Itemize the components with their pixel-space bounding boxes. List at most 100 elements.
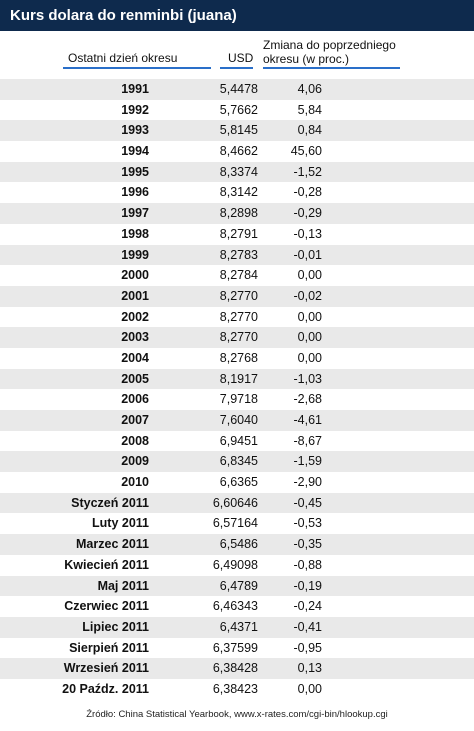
table-row: 2010 6,6365 -2,90 [0, 472, 474, 493]
row-usd-value: 6,60646 [212, 495, 258, 510]
row-usd-value: 6,8345 [219, 454, 258, 469]
row-period: 2010 [121, 475, 149, 490]
row-period: 1999 [121, 247, 149, 262]
row-change-value: -0,35 [293, 537, 323, 552]
table-row: 1994 8,4662 45,60 [0, 141, 474, 162]
table-body: 1991 5,4478 4,06 1992 5,7662 5,84 1993 5,8145 0,… [0, 79, 474, 700]
row-change-value: 0,00 [297, 268, 322, 283]
row-change-value: -0,45 [293, 495, 323, 510]
row-change-value: 0,00 [297, 309, 322, 324]
row-change-value: -1,59 [293, 454, 323, 469]
row-usd-value: 6,9451 [219, 433, 258, 448]
row-period: 2007 [121, 413, 149, 427]
row-change-value: 4,06 [297, 82, 322, 96]
row-period: 2008 [121, 433, 149, 448]
header-change-line1: Zmiana do poprzedniego [263, 38, 396, 52]
row-period: 1992 [121, 102, 149, 117]
table-row: 1998 8,2791 -0,13 [0, 224, 474, 245]
table-row: 1993 5,8145 0,84 [0, 120, 474, 142]
row-usd-value: 5,8145 [219, 123, 258, 138]
row-change-value: -0,01 [293, 247, 323, 262]
header-change-underline [263, 67, 400, 69]
row-usd-value: 7,6040 [219, 413, 258, 427]
table-row: Lipiec 2011 6,4371 -0,41 [0, 616, 474, 638]
table-row: Maj 2011 6,4789 -0,19 [0, 575, 474, 597]
row-usd-value: 7,9718 [219, 392, 258, 407]
row-period: 2002 [121, 309, 149, 324]
row-period: 2003 [121, 330, 149, 345]
row-usd-value: 8,4662 [219, 144, 258, 159]
row-usd-value: 6,4789 [219, 578, 258, 593]
row-period: Wrzesień 2011 [63, 661, 149, 676]
row-period: 1994 [121, 144, 149, 159]
row-period: Maj 2011 [97, 578, 149, 593]
row-usd-value: 6,6365 [219, 475, 258, 490]
row-period: Kwiecień 2011 [64, 557, 149, 572]
row-change-value: -2,68 [293, 392, 323, 407]
row-change-value: 0,13 [297, 661, 322, 676]
row-change-value: -1,03 [293, 371, 323, 386]
row-change-value: -8,67 [293, 433, 323, 448]
header-usd: USD [228, 51, 254, 65]
table-row: 1995 8,3374 -1,52 [0, 161, 474, 183]
row-usd-value: 8,2791 [219, 226, 258, 241]
row-change-value: -0,13 [293, 226, 323, 241]
table-row: 2007 7,6040 -4,61 [0, 410, 474, 431]
row-change-value: -2,90 [293, 475, 323, 490]
table-row: 1999 8,2783 -0,01 [0, 244, 474, 266]
row-period: Czerwiec 2011 [64, 599, 149, 614]
row-period: 1997 [121, 206, 149, 221]
table-row: 2004 8,2768 0,00 [0, 348, 474, 369]
row-period: Marzec 2011 [76, 537, 149, 552]
row-period: Luty 2011 [92, 516, 149, 531]
table-row: 1996 8,3142 -0,28 [0, 182, 474, 203]
row-change-value: -0,24 [293, 599, 323, 614]
table-row: 2006 7,9718 -2,68 [0, 389, 474, 410]
header-change-line2: okresu (w proc.) [263, 52, 350, 66]
table-row: Marzec 2011 6,5486 -0,35 [0, 534, 474, 555]
row-usd-value: 6,37599 [212, 640, 258, 655]
row-period: 1995 [121, 164, 149, 179]
row-period: Sierpień 2011 [69, 640, 149, 655]
row-change-value: 0,00 [297, 350, 322, 365]
row-period: 2004 [121, 350, 149, 365]
row-usd-value: 5,7662 [219, 102, 258, 117]
row-change-value: -0,53 [293, 516, 323, 531]
row-usd-value: 8,1917 [219, 371, 258, 386]
table-row: Sierpień 2011 6,37599 -0,95 [0, 638, 474, 659]
row-change-value: 45,60 [290, 144, 322, 159]
row-change-value: -0,19 [293, 578, 323, 593]
table-row: Styczeń 2011 6,60646 -0,45 [0, 492, 474, 514]
row-period: Styczeń 2011 [71, 495, 149, 510]
row-usd-value: 6,5486 [219, 537, 258, 552]
row-period: 1996 [121, 185, 149, 200]
table-row: Kwiecień 2011 6,49098 -0,88 [0, 555, 474, 576]
table-row: 2003 8,2770 0,00 [0, 327, 474, 348]
row-period: 2001 [121, 288, 149, 303]
table-row: 20 Paźdz. 2011 6,38423 0,00 [0, 679, 474, 700]
row-change-value: 5,84 [297, 102, 322, 117]
source-note: Źródło: China Statistical Yearbook, www.… [86, 709, 388, 720]
row-change-value: -4,61 [293, 413, 323, 427]
row-usd-value: 8,2783 [219, 247, 258, 262]
table-row: 2001 8,2770 -0,02 [0, 285, 474, 307]
row-usd-value: 8,3374 [219, 164, 258, 179]
table-row: 2002 8,2770 0,00 [0, 307, 474, 328]
header-usd-underline [220, 67, 253, 69]
row-change-value: -0,29 [293, 206, 323, 221]
row-usd-value: 8,2770 [219, 330, 258, 345]
row-usd-value: 8,3142 [219, 185, 258, 200]
row-usd-value: 6,57164 [212, 516, 258, 531]
row-usd-value: 8,2784 [219, 268, 258, 283]
row-period: Lipiec 2011 [82, 619, 149, 634]
row-change-value: -0,95 [293, 640, 323, 655]
table-row: 2005 8,1917 -1,03 [0, 368, 474, 390]
row-usd-value: 8,2898 [219, 206, 258, 221]
header-change: Zmiana do poprzedniego okresu (w proc.) [263, 38, 396, 66]
row-usd-value: 6,38428 [212, 661, 258, 676]
row-usd-value: 6,4371 [219, 619, 258, 634]
row-period: 2009 [121, 454, 149, 469]
row-change-value: -0,88 [293, 557, 323, 572]
table-row: 2000 8,2784 0,00 [0, 265, 474, 286]
row-period: 1991 [121, 82, 149, 96]
